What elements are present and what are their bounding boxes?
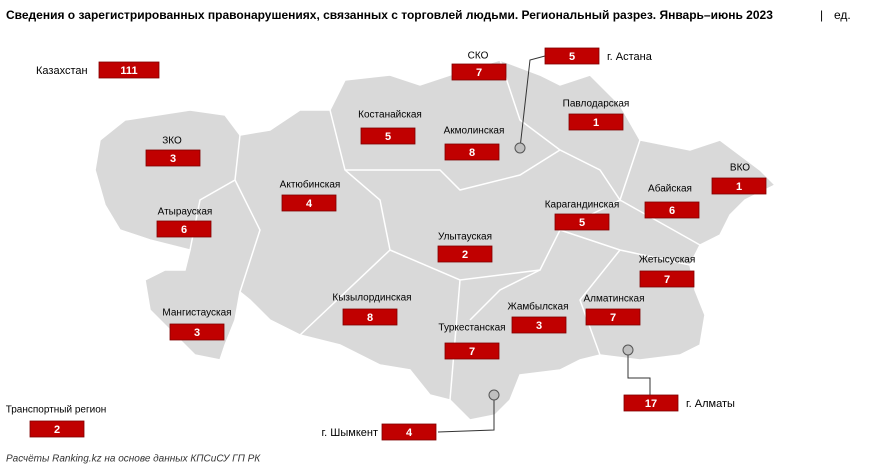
value-label: 2 (54, 424, 60, 436)
country-shape (94, 59, 777, 421)
city-name: г. Астана (607, 51, 653, 63)
value-box (145, 149, 201, 167)
value-label: 3 (194, 327, 200, 339)
value-box (554, 213, 610, 231)
region-name: СКО (468, 51, 489, 62)
value-label: 7 (664, 274, 670, 286)
value-box (342, 308, 398, 326)
unit: ед. (834, 8, 851, 22)
value-box (156, 220, 212, 238)
region-name: Жетысуская (639, 255, 696, 266)
region-name: ЗКО (162, 136, 182, 147)
value-box (444, 342, 500, 360)
value-box (98, 61, 160, 79)
region-name: Павлодарская (563, 99, 630, 110)
value-label: 1 (736, 181, 742, 193)
city-marker (488, 389, 500, 401)
value-box (544, 47, 600, 65)
value-label: 8 (367, 312, 373, 324)
value-box (281, 194, 337, 212)
city-marker (622, 344, 634, 356)
value-label: 5 (579, 217, 585, 229)
value-label: 4 (406, 427, 413, 439)
value-label: 1 (593, 117, 599, 129)
value-box (623, 394, 679, 412)
city-name: г. Шымкент (322, 427, 379, 439)
value-box (639, 270, 695, 288)
title-separator: | (820, 8, 823, 22)
region-name: Акмолинская (444, 126, 505, 137)
source: Расчёты Ranking.kz на основе данных КПСи… (6, 454, 261, 465)
value-label: 7 (610, 312, 616, 324)
region-name: Жамбылская (508, 301, 569, 313)
region-borders (189, 59, 701, 401)
value-box (568, 113, 624, 131)
value-box (585, 308, 641, 326)
region-name: Атырауская (158, 207, 213, 218)
value-label: 17 (645, 398, 657, 410)
value-box (381, 423, 437, 441)
value-box (29, 420, 85, 438)
value-label: 5 (385, 131, 391, 143)
value-label: 5 (569, 51, 575, 63)
region-name: ВКО (730, 163, 750, 174)
value-label: 3 (536, 320, 542, 332)
region-name: Абайская (648, 183, 692, 195)
value-label: 111 (120, 65, 137, 77)
region-name: Костанайская (358, 110, 422, 121)
value-box (511, 316, 567, 334)
title: Сведения о зарегистрированных правонаруш… (6, 8, 773, 22)
value-box (644, 201, 700, 219)
value-box (169, 323, 225, 341)
value-label: 2 (462, 249, 468, 261)
value-label: 3 (170, 153, 176, 165)
region-name: Алматинская (584, 294, 645, 305)
region-name: Транспортный регион (6, 405, 107, 416)
region-name: Кызылординская (332, 293, 411, 304)
value-box (711, 177, 767, 195)
value-label: 8 (469, 147, 475, 159)
value-box (444, 143, 500, 161)
value-label: 4 (306, 198, 313, 210)
region-name: Карагандинская (545, 200, 620, 211)
value-label: 7 (476, 67, 482, 79)
city-connectors (437, 55, 651, 433)
value-box (437, 245, 493, 263)
city-name: г. Алматы (686, 398, 735, 410)
total-name: Казахстан (36, 65, 88, 77)
region-name: Актюбинская (280, 179, 341, 191)
city-marker (514, 142, 526, 154)
value-label: 6 (669, 205, 675, 217)
region-name: Мангистауская (162, 308, 231, 319)
value-label: 6 (181, 224, 187, 236)
region-name: Улытауская (438, 232, 492, 243)
value-box (451, 63, 507, 81)
value-label: 7 (469, 346, 475, 358)
value-box (360, 127, 416, 145)
region-name: Туркестанская (438, 323, 505, 334)
